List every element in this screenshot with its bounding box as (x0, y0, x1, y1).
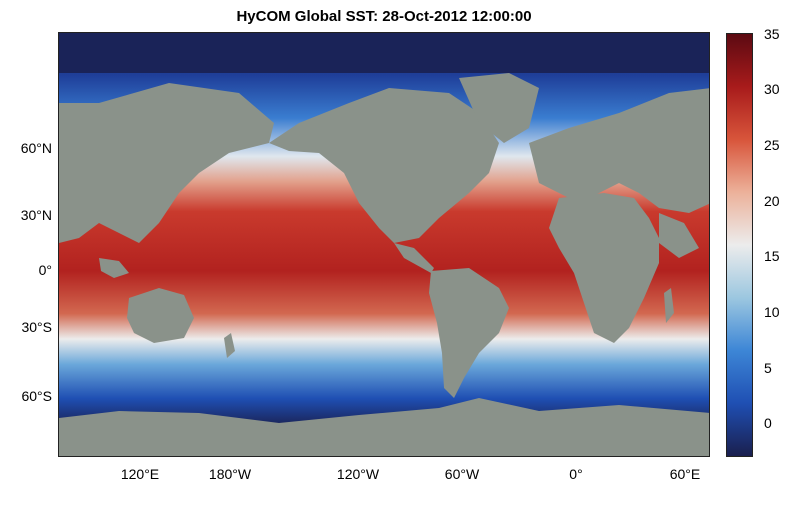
lat-label-30n: 30°N (20, 207, 52, 223)
greenland (459, 73, 539, 143)
africa-landmass (549, 193, 659, 343)
map-title: HyCOM Global SST: 28-Oct-2012 12:00:00 (236, 8, 532, 25)
lon-label-120e: 120°E (120, 466, 160, 482)
eurasia-landmass (529, 88, 709, 213)
colorbar-tick-15: 15 (764, 248, 780, 264)
north-america-landmass (269, 88, 499, 243)
lat-label-equator: 0° (38, 262, 52, 278)
colorbar-tick-30: 30 (764, 81, 780, 97)
arctic-ocean (59, 33, 709, 73)
australia (127, 288, 194, 343)
lon-label-120w: 120°W (336, 466, 380, 482)
colorbar-tick-5: 5 (764, 360, 772, 376)
colorbar-tick-0: 0 (764, 415, 772, 431)
lat-label-30s: 30°S (21, 319, 52, 335)
central-america (394, 243, 434, 273)
sst-map-canvas (59, 33, 709, 456)
colorbar-tick-35: 35 (764, 26, 780, 42)
colorbar-tick-20: 20 (764, 193, 780, 209)
land-masses (59, 73, 709, 456)
asia-landmass (59, 83, 274, 243)
indonesia-islands (99, 258, 129, 278)
colorbar-tick-25: 25 (764, 137, 780, 153)
lat-label-60n: 60°N (20, 140, 52, 156)
lon-label-180w: 180°W (208, 466, 252, 482)
madagascar (664, 288, 674, 323)
south-america-landmass (429, 268, 509, 398)
lon-label-60e: 60°E (669, 466, 701, 482)
lon-label-0: 0° (569, 466, 583, 482)
arabia-landmass (659, 213, 699, 258)
temperature-colorbar (726, 33, 753, 457)
lon-label-60w: 60°W (444, 466, 480, 482)
colorbar-tick-10: 10 (764, 304, 780, 320)
antarctica (59, 398, 709, 456)
new-zealand (224, 333, 235, 358)
sst-map (58, 32, 710, 457)
lat-label-60s: 60°S (21, 388, 52, 404)
